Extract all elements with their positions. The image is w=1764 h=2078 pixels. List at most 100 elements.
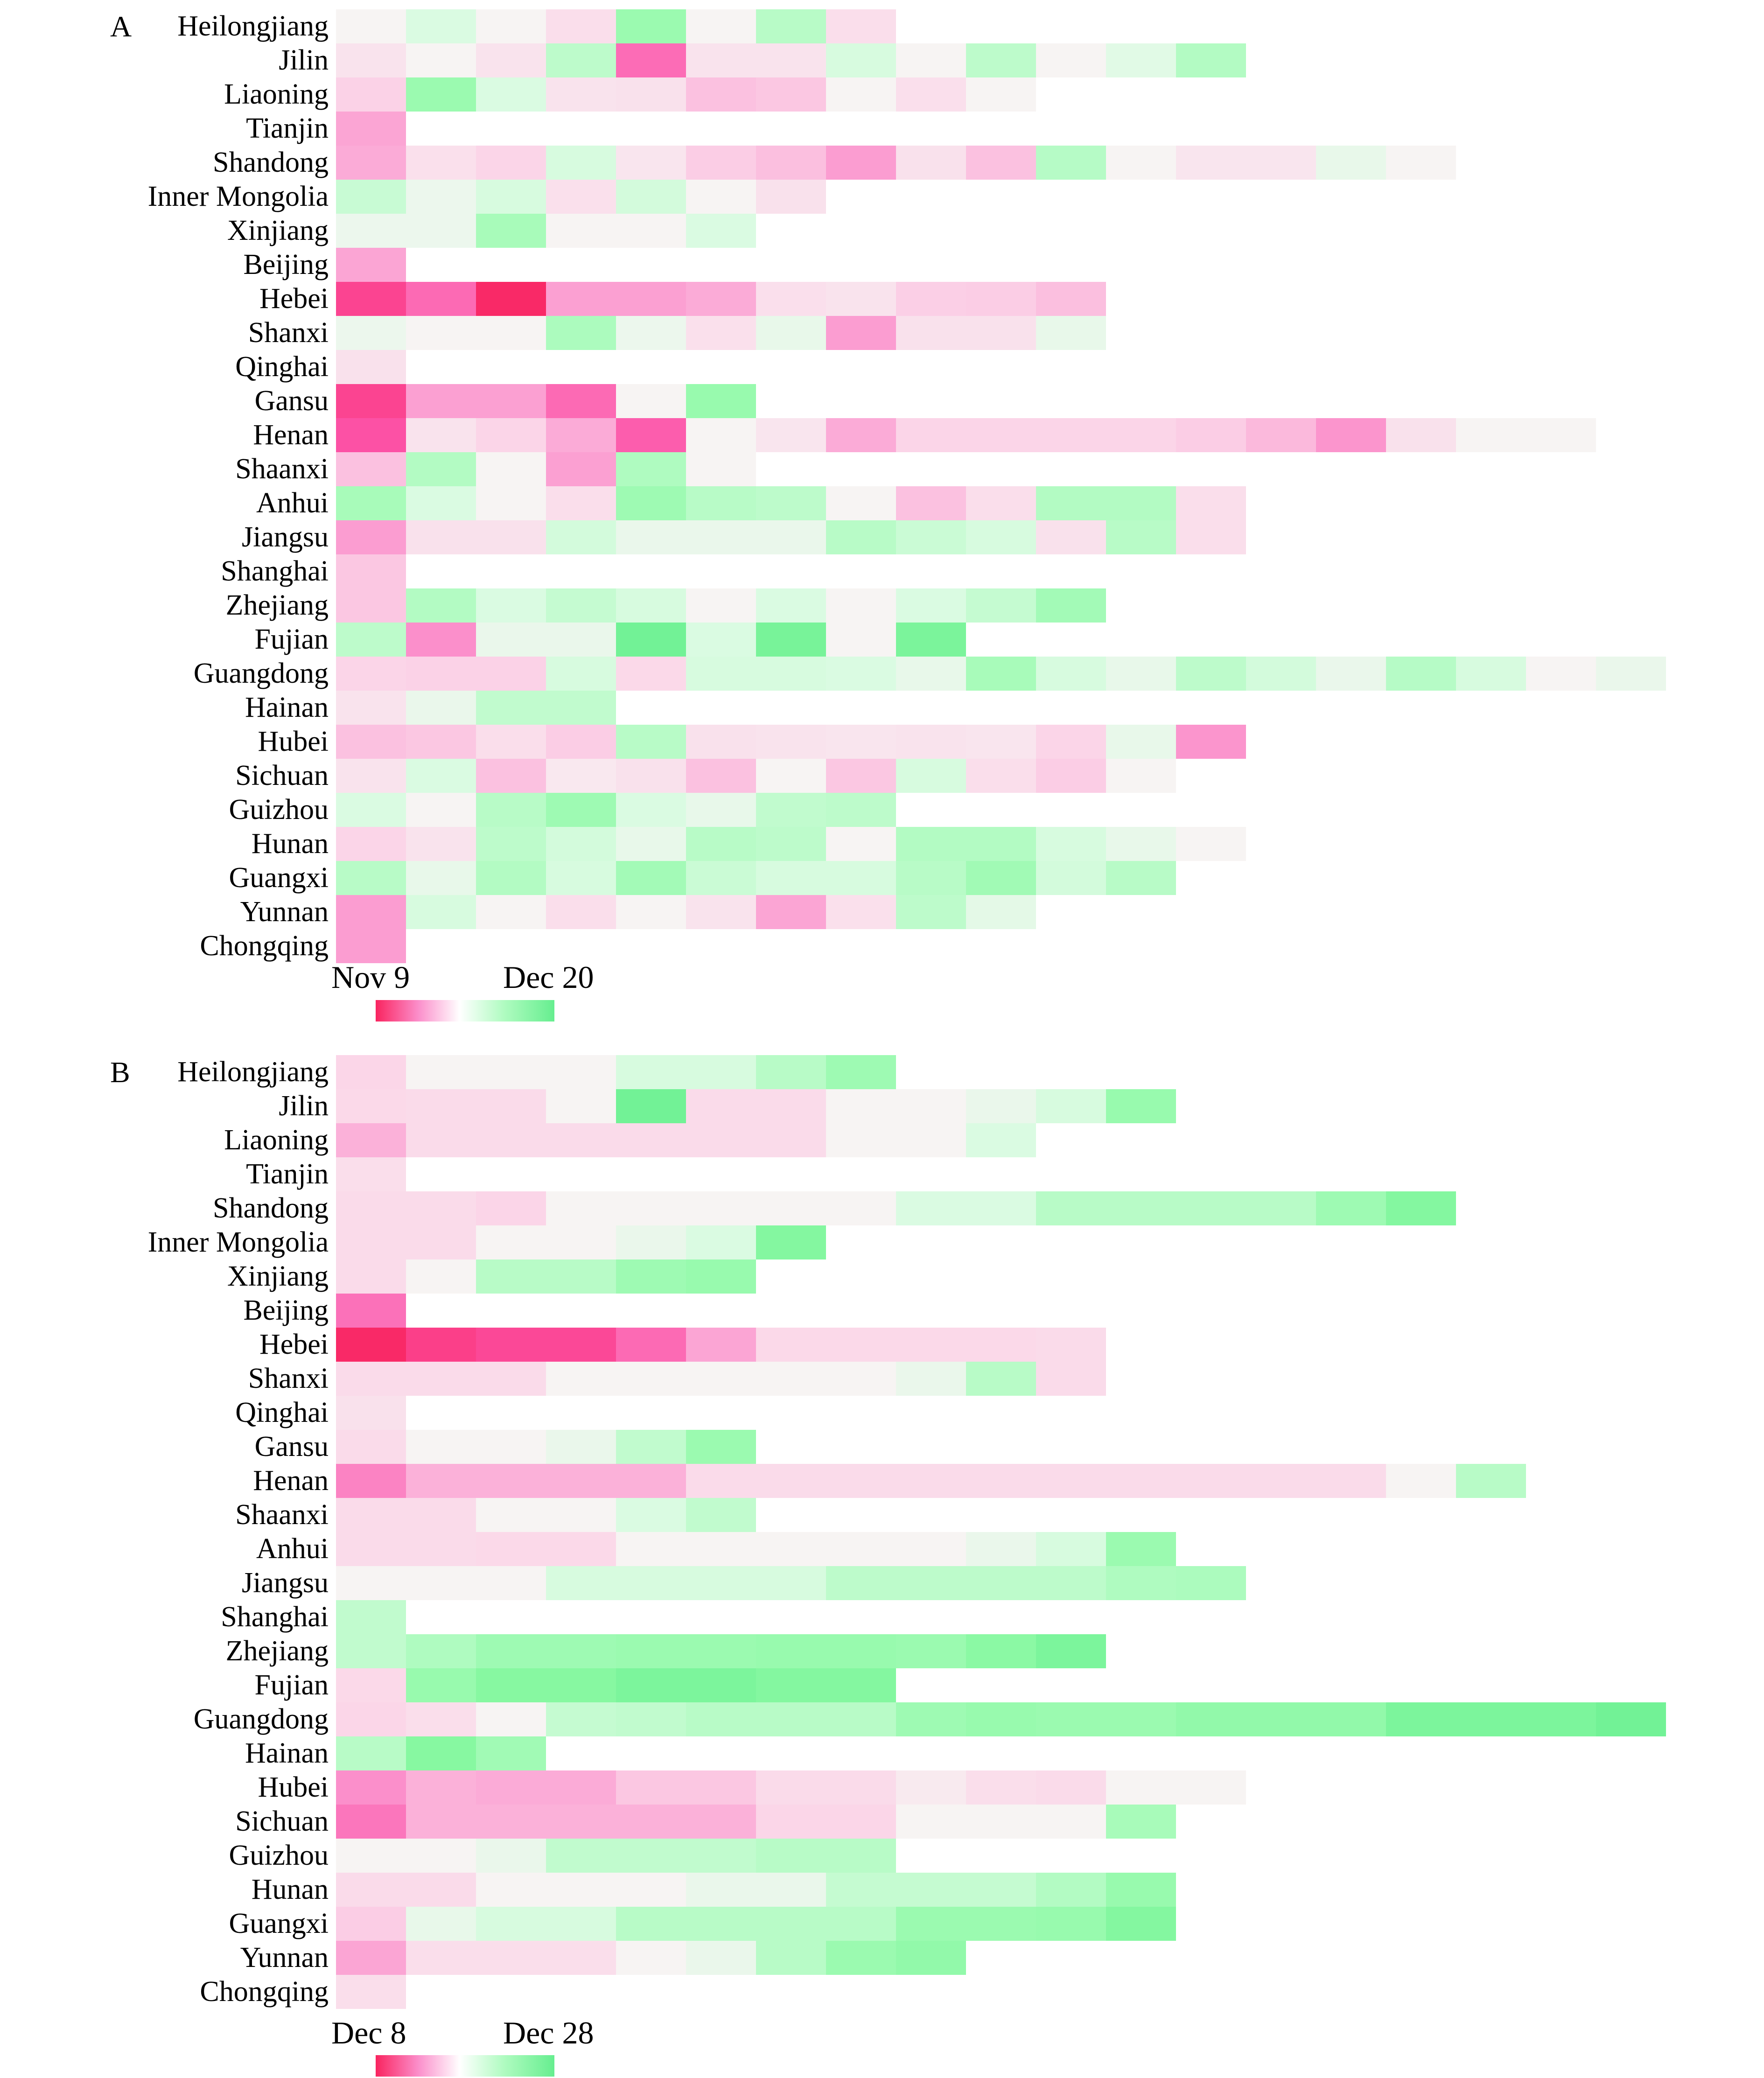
heatmap-row-beijing: Beijing [0,1294,1764,1328]
heatmap-cell [826,1123,896,1157]
heatmap-cell [406,1770,476,1805]
heatmap-row-heilongjiang: Heilongjiang [0,1055,1764,1089]
heatmap-cell [896,282,966,316]
heatmap-cell [336,1770,406,1805]
heatmap-cell [476,657,546,691]
heatmap-row-shanghai: Shanghai [0,554,1764,588]
province-label: Fujian [254,623,329,655]
province-label: Guizhou [229,1840,329,1871]
heatmap-cell [406,1668,476,1702]
heatmap-cell [406,1191,476,1225]
heatmap-row-cells [336,1123,1036,1157]
heatmap-cell [616,1941,686,1975]
heatmap-cell [896,486,966,520]
heatmap-cell [1456,418,1526,452]
heatmap-cell [686,1123,756,1157]
heatmap-row-cells [336,486,1246,520]
heatmap-cell [756,146,826,180]
heatmap-cell [476,588,546,623]
heatmap-cell [686,1770,756,1805]
heatmap-cell [1036,1089,1106,1123]
heatmap-cell [1176,146,1246,180]
heatmap-cell [336,1975,406,2009]
heatmap-cell [1246,146,1316,180]
heatmap-row-yunnan: Yunnan [0,1941,1764,1975]
heatmap-cell [616,9,686,43]
heatmap-cell [406,1089,476,1123]
heatmap-cell [406,1907,476,1941]
heatmap-cell [686,1941,756,1975]
heatmap-row-cells [336,1362,1106,1396]
province-label: Jilin [279,1090,329,1122]
heatmap-cell [686,1259,756,1294]
heatmap-cell [616,1191,686,1225]
heatmap-cell [756,43,826,77]
heatmap-cell [826,1191,896,1225]
heatmap-row-xinjiang: Xinjiang [0,1259,1764,1294]
heatmap-row-anhui: Anhui [0,1532,1764,1566]
heatmap-cell [826,282,896,316]
heatmap-cell [1106,1464,1176,1498]
province-label: Hunan [251,828,329,860]
heatmap-cell [686,1702,756,1736]
heatmap-cell [476,1123,546,1157]
heatmap-cell [826,146,896,180]
heatmap-cell [826,1668,896,1702]
heatmap-cell [686,180,756,214]
heatmap-row-fujian: Fujian [0,623,1764,657]
heatmap-cell [1036,1464,1106,1498]
heatmap-cell [686,588,756,623]
heatmap-cell [686,1873,756,1907]
province-label: Guangxi [229,1908,329,1939]
heatmap-cell [896,1089,966,1123]
heatmap-cell [546,1055,616,1089]
heatmap-cell [1036,1191,1106,1225]
heatmap-cell [336,691,406,725]
province-label: Qinghai [235,1397,329,1428]
heatmap-cell [1036,759,1106,793]
heatmap-cell [476,43,546,77]
heatmap-cell [686,1225,756,1259]
heatmap-cell [896,316,966,350]
heatmap-cell [1596,1702,1666,1736]
heatmap-row-liaoning: Liaoning [0,1123,1764,1157]
heatmap-cell [476,146,546,180]
heatmap-cell [826,759,896,793]
province-label: Liaoning [224,1124,329,1156]
heatmap-cell [896,759,966,793]
heatmap-cell [406,1328,476,1362]
heatmap-cell [896,861,966,895]
heatmap-cell [966,1191,1036,1225]
heatmap-cell [406,657,476,691]
heatmap-cell [336,214,406,248]
heatmap-cell [476,895,546,929]
heatmap-cell [546,1328,616,1362]
heatmap-cell [686,77,756,112]
heatmap-cell [1526,657,1596,691]
heatmap-cell [826,1702,896,1736]
heatmap-cell [406,214,476,248]
heatmap-cell [1176,827,1246,861]
heatmap-cell [1106,1770,1176,1805]
heatmap-cell [616,895,686,929]
heatmap-cell [406,1259,476,1294]
heatmap-cell [546,1362,616,1396]
heatmap-row-jiangsu: Jiangsu [0,520,1764,554]
heatmap-cell [1036,486,1106,520]
heatmap-cell [966,146,1036,180]
heatmap-cell [406,861,476,895]
heatmap-row-cells [336,350,406,384]
heatmap-row-cells [336,759,1176,793]
heatmap-cell [476,1873,546,1907]
heatmap-cell [1176,1191,1246,1225]
heatmap-cell [336,1259,406,1294]
heatmap-cell [1526,418,1596,452]
province-label: Hebei [259,1329,329,1360]
heatmap-cell [756,861,826,895]
heatmap-cell [616,1055,686,1089]
province-label: Shanghai [221,1601,329,1633]
heatmap-cell [616,623,686,657]
heatmap-cell [406,418,476,452]
heatmap-cell [896,146,966,180]
